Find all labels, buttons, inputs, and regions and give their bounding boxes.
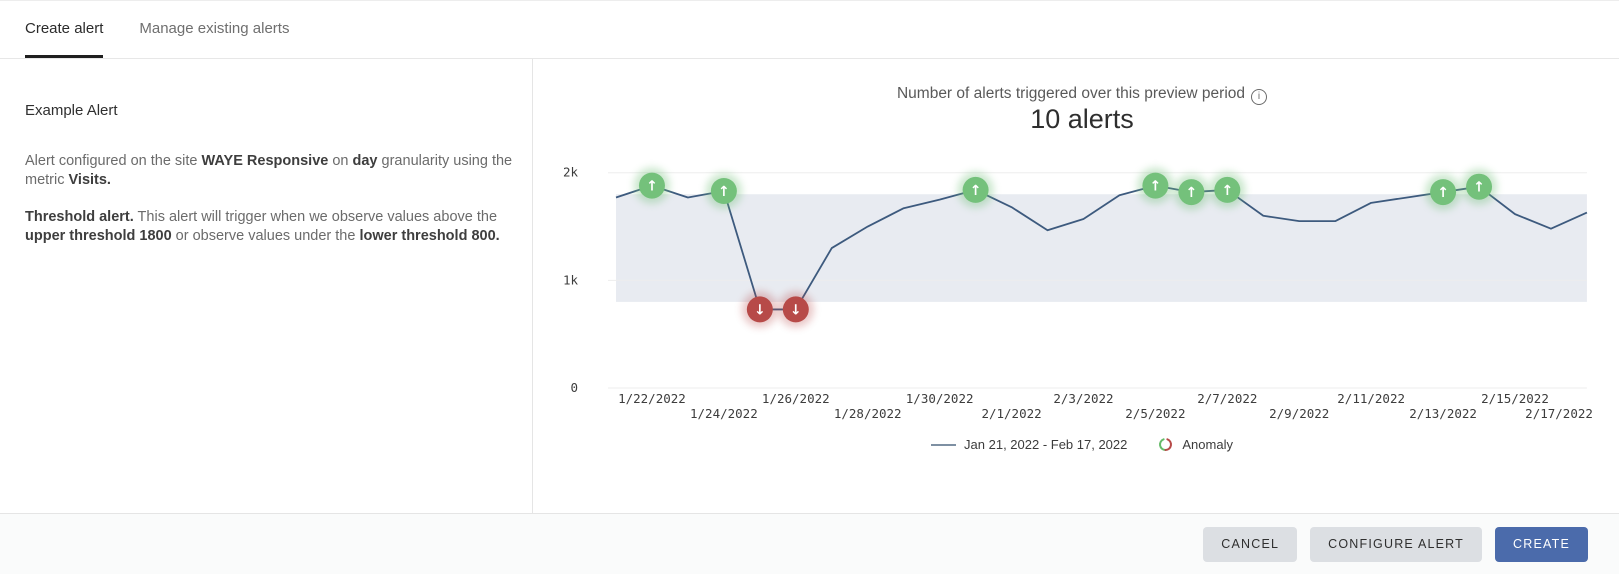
tab-manage-existing-alerts-label: Manage existing alerts (139, 19, 290, 37)
x-axis-tick: 1/26/2022 (762, 391, 830, 406)
tab-bar: Create alert Manage existing alerts (0, 1, 1619, 59)
cancel-button[interactable]: CANCEL (1203, 526, 1298, 562)
legend-series-item[interactable]: Jan 21, 2022 - Feb 17, 2022 (931, 437, 1127, 452)
up-arrow-icon: ↑ (1437, 185, 1449, 201)
anomaly-marker-up[interactable] (1466, 173, 1493, 200)
legend-anomaly-item[interactable]: Anomaly (1157, 436, 1233, 453)
x-axis-tick: 1/28/2022 (834, 406, 902, 421)
anomaly-marker-down[interactable] (746, 296, 773, 323)
legend-anomaly-label: Anomaly (1182, 437, 1233, 452)
threshold-band (616, 194, 1587, 302)
x-axis-tick: 1/22/2022 (618, 391, 686, 406)
up-arrow-icon: ↑ (1221, 183, 1233, 199)
alert-count: 10 alerts (1030, 104, 1134, 134)
down-arrow-icon: ↓ (790, 302, 802, 318)
anomaly-marker-up[interactable] (638, 172, 665, 199)
legend-series-label: Jan 21, 2022 - Feb 17, 2022 (964, 437, 1128, 452)
y-axis-tick: 1k (563, 272, 579, 287)
x-axis-tick: 2/5/2022 (1125, 406, 1185, 421)
info-icon[interactable]: i (1251, 89, 1268, 105)
x-axis-tick: 2/11/2022 (1337, 391, 1405, 406)
create-button[interactable]: CREATE (1495, 526, 1588, 562)
x-axis-tick: 2/13/2022 (1409, 406, 1477, 421)
chart-legend: Jan 21, 2022 - Feb 17, 2022 Anomaly (545, 436, 1619, 453)
anomaly-marker-up[interactable] (1178, 179, 1205, 206)
up-arrow-icon: ↑ (718, 184, 730, 200)
series-line-swatch (931, 443, 957, 446)
up-arrow-icon: ↑ (1150, 179, 1162, 195)
chart-title: Number of alerts triggered over this pre… (545, 85, 1619, 105)
x-axis-tick: 2/7/2022 (1197, 391, 1257, 406)
x-axis-tick: 2/9/2022 (1269, 406, 1329, 421)
alerts-preview-chart[interactable]: 2k 1k 0 ↑ ↑ ↓ ↓ ↑ ↑ ↑ ↑ ↑ ↑ 1/22/2022 1/26/2022 1/30/20… (545, 151, 1619, 434)
x-axis-tick: 2/1/2022 (981, 406, 1041, 421)
alert-description-panel: Example Alert Alert configured on the si… (0, 59, 533, 513)
up-arrow-icon: ↑ (970, 183, 982, 199)
example-alert-heading: Example Alert (25, 102, 118, 119)
up-arrow-icon: ↑ (1185, 185, 1197, 201)
anomaly-marker-up[interactable] (710, 178, 737, 205)
y-axis-tick: 0 (570, 380, 578, 395)
x-axis-tick: 1/30/2022 (906, 391, 974, 406)
x-axis-tick: 1/24/2022 (690, 406, 758, 421)
x-axis-tick: 2/15/2022 (1481, 391, 1549, 406)
up-arrow-icon: ↑ (646, 179, 658, 195)
up-arrow-icon: ↑ (1473, 180, 1485, 196)
anomaly-marker-up[interactable] (1430, 179, 1457, 206)
anomaly-marker-up[interactable] (1214, 176, 1241, 203)
alert-config-paragraph: Alert configured on the site WAYE Respon… (25, 153, 513, 188)
tab-create-alert-label: Create alert (25, 19, 104, 37)
anomaly-marker-up[interactable] (1142, 172, 1169, 199)
tab-create-alert[interactable]: Create alert (25, 1, 104, 58)
action-footer: CANCEL CONFIGURE ALERT CREATE (0, 513, 1619, 574)
x-axis-tick: 2/17/2022 (1525, 406, 1593, 421)
chart-title-text: Number of alerts triggered over this pre… (896, 85, 1246, 102)
x-axis-tick: 2/3/2022 (1053, 391, 1113, 406)
tab-manage-existing-alerts[interactable]: Manage existing alerts (139, 1, 289, 58)
y-axis-tick: 2k (563, 165, 579, 180)
anomaly-ring-icon (1159, 438, 1173, 451)
configure-alert-button[interactable]: CONFIGURE ALERT (1310, 526, 1483, 562)
anomaly-marker-down[interactable] (782, 296, 809, 323)
anomaly-marker-up[interactable] (962, 176, 989, 203)
down-arrow-icon: ↓ (754, 302, 766, 318)
threshold-description-paragraph: Threshold alert. This alert will trigger… (25, 209, 500, 244)
